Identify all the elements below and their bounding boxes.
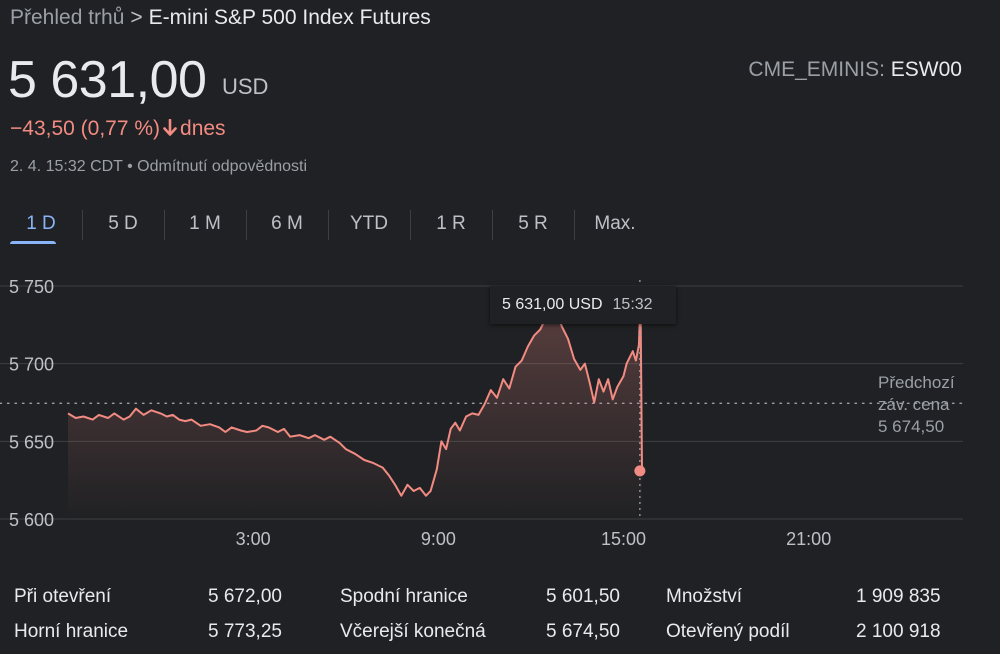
- stat-prev-close: Včerejší konečná: [340, 621, 486, 643]
- quote-meta: 2. 4. 15:32 CDT • Odmítnutí odpovědnosti: [10, 158, 307, 176]
- symbol-code: ESW00: [890, 58, 962, 81]
- stat-low: Spodní hranice: [340, 586, 468, 608]
- stat-open-value: 5 672,00: [208, 586, 282, 607]
- stat-label: Včerejší konečná: [340, 621, 486, 642]
- timeframe-tabs: 1 D 5 D 1 M 6 M YTD 1 R 5 R Max.: [0, 204, 700, 244]
- tab-max[interactable]: Max.: [574, 204, 656, 244]
- stats-table: Při otevření 5 672,00 Horní hranice 5 77…: [0, 580, 1000, 650]
- ticker-symbol: CME_EMINIS: ESW00: [748, 58, 962, 82]
- breadcrumb: Přehled trhů > E-mini S&P 500 Index Future…: [10, 6, 431, 30]
- arrow-down-icon: [163, 119, 177, 136]
- tooltip-price: 5 631,00 USD: [502, 296, 603, 313]
- x-tick-label: 21:00: [786, 529, 831, 549]
- stat-volume-value: 1 909 835: [856, 586, 941, 607]
- y-tick-label: 5 750: [9, 277, 54, 297]
- stat-open-interest-value: 2 100 918: [856, 621, 941, 642]
- tab-ytd[interactable]: YTD: [328, 204, 410, 244]
- currency-label: USD: [222, 74, 269, 99]
- stat-open: Při otevření: [14, 586, 111, 608]
- price-line: [67, 297, 643, 497]
- previous-close-line1: Předchozí: [878, 373, 955, 392]
- stat-high: Horní hranice: [14, 621, 128, 643]
- stat-label: Horní hranice: [14, 621, 129, 642]
- stat-high-value: 5 773,25: [208, 621, 282, 642]
- price-change-period: dnes: [180, 117, 226, 140]
- stat-prev-close-value: 5 674,50: [546, 621, 620, 642]
- price-change-value: −43,50 (0,77 %): [10, 117, 161, 140]
- breadcrumb-market-overview-link[interactable]: Přehled trhů: [10, 6, 125, 29]
- x-tick-label: 9:00: [421, 529, 456, 549]
- breadcrumb-current: E-mini S&P 500 Index Futures: [148, 6, 431, 29]
- price-change: −43,50 (0,77 %) dnes: [10, 117, 226, 141]
- stat-volume: Množství: [666, 586, 742, 608]
- price-area: [68, 298, 642, 519]
- current-price-dot: [634, 465, 646, 477]
- tooltip-time: 15:32: [612, 296, 653, 313]
- price-chart[interactable]: 5 750 5 700 5 650 5 600 3:00 9:00 15:00 21:00: [0, 250, 1000, 560]
- y-tick-label: 5 650: [9, 432, 54, 452]
- meta-separator: •: [127, 158, 133, 175]
- previous-close-label: Předchozí záv. cena 5 674,50: [878, 372, 955, 438]
- hover-tooltip: 5 631,00 USD 15:32: [490, 286, 676, 324]
- stat-label: Při otevření: [14, 586, 112, 607]
- tab-1-month[interactable]: 1 M: [164, 204, 246, 244]
- stat-label: Otevřený podíl: [666, 621, 790, 642]
- breadcrumb-separator: >: [130, 6, 143, 29]
- tab-5-years[interactable]: 5 R: [492, 204, 574, 244]
- stat-label: Množství: [666, 586, 743, 607]
- current-price: 5 631,00: [8, 51, 207, 109]
- quote-timestamp: 2. 4. 15:32 CDT: [10, 158, 123, 175]
- tab-5-days[interactable]: 5 D: [82, 204, 164, 244]
- stat-low-value: 5 601,50: [546, 586, 620, 607]
- x-tick-label: 15:00: [601, 529, 646, 549]
- tab-6-months[interactable]: 6 M: [246, 204, 328, 244]
- previous-close-value: 5 674,50: [878, 417, 945, 436]
- previous-close-line2: záv. cena: [878, 395, 950, 414]
- disclaimer-link[interactable]: Odmítnutí odpovědnosti: [137, 158, 308, 175]
- exchange-name: CME_EMINIS:: [748, 58, 885, 81]
- tab-1-day[interactable]: 1 D: [0, 204, 82, 244]
- y-tick-label: 5 700: [9, 355, 54, 375]
- x-tick-label: 3:00: [236, 529, 271, 549]
- tab-1-year[interactable]: 1 R: [410, 204, 492, 244]
- stat-open-interest: Otevřený podíl: [666, 621, 790, 643]
- stat-label: Spodní hranice: [340, 586, 468, 607]
- y-tick-label: 5 600: [9, 510, 54, 530]
